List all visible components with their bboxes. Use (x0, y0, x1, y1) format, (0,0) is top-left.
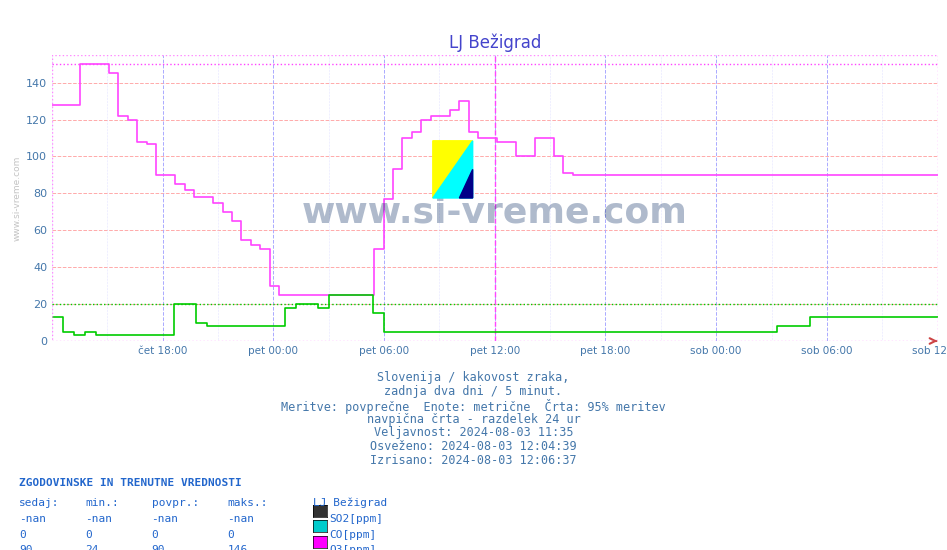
Text: Slovenija / kakovost zraka,: Slovenija / kakovost zraka, (377, 371, 570, 384)
Text: 0: 0 (227, 530, 234, 540)
Text: 0: 0 (19, 530, 26, 540)
Text: 0: 0 (85, 530, 92, 540)
Polygon shape (433, 141, 473, 198)
Text: ZGODOVINSKE IN TRENUTNE VREDNOSTI: ZGODOVINSKE IN TRENUTNE VREDNOSTI (19, 478, 241, 488)
Text: 24: 24 (85, 545, 98, 550)
Text: www.si-vreme.com: www.si-vreme.com (302, 195, 688, 229)
Text: povpr.:: povpr.: (152, 498, 199, 508)
Text: -nan: -nan (85, 514, 113, 524)
Text: 90: 90 (152, 545, 165, 550)
Text: -nan: -nan (152, 514, 179, 524)
Text: 0: 0 (152, 530, 158, 540)
Text: min.:: min.: (85, 498, 119, 508)
Text: 146: 146 (227, 545, 247, 550)
Text: 90: 90 (19, 545, 32, 550)
Text: navpična črta - razdelek 24 ur: navpična črta - razdelek 24 ur (366, 412, 581, 426)
Text: maks.:: maks.: (227, 498, 268, 508)
Text: CO[ppm]: CO[ppm] (330, 530, 377, 540)
Polygon shape (433, 141, 473, 198)
Text: Veljavnost: 2024-08-03 11:35: Veljavnost: 2024-08-03 11:35 (374, 426, 573, 439)
Text: Meritve: povprečne  Enote: metrične  Črta: 95% meritev: Meritve: povprečne Enote: metrične Črta:… (281, 399, 666, 414)
Text: O3[ppm]: O3[ppm] (330, 545, 377, 550)
Text: -nan: -nan (227, 514, 255, 524)
Text: -nan: -nan (19, 514, 46, 524)
Text: zadnja dva dni / 5 minut.: zadnja dva dni / 5 minut. (384, 385, 563, 398)
Text: www.si-vreme.com: www.si-vreme.com (12, 155, 21, 241)
Polygon shape (459, 169, 473, 198)
Text: LJ Bežigrad: LJ Bežigrad (313, 498, 386, 508)
Text: sedaj:: sedaj: (19, 498, 60, 508)
Title: LJ Bežigrad: LJ Bežigrad (449, 34, 541, 52)
Text: Osveženo: 2024-08-03 12:04:39: Osveženo: 2024-08-03 12:04:39 (370, 440, 577, 453)
Text: SO2[ppm]: SO2[ppm] (330, 514, 384, 524)
Text: Izrisano: 2024-08-03 12:06:37: Izrisano: 2024-08-03 12:06:37 (370, 454, 577, 467)
